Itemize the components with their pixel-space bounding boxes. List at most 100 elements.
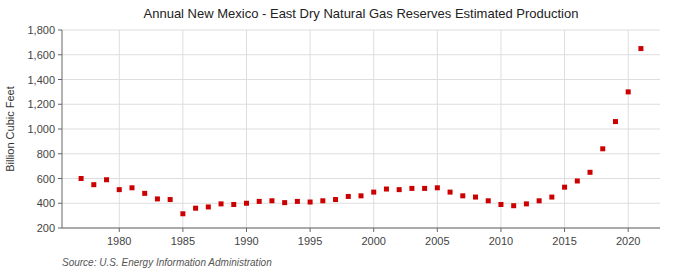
point bbox=[549, 195, 554, 200]
point bbox=[613, 119, 618, 124]
point bbox=[295, 199, 300, 204]
tick-label: 2005 bbox=[425, 235, 449, 247]
tick-mark bbox=[58, 129, 62, 130]
point bbox=[473, 195, 478, 200]
grid-line bbox=[246, 30, 247, 228]
tick-label: 1995 bbox=[298, 235, 322, 247]
grid-line bbox=[62, 79, 660, 80]
point bbox=[638, 46, 643, 51]
point bbox=[129, 185, 134, 190]
point bbox=[269, 198, 274, 203]
tick-mark bbox=[58, 104, 62, 105]
grid-line bbox=[62, 203, 660, 204]
grid-line bbox=[182, 30, 183, 228]
point bbox=[104, 177, 109, 182]
tick-mark bbox=[310, 228, 311, 232]
tick-label: 1985 bbox=[171, 235, 195, 247]
point bbox=[346, 194, 351, 199]
point bbox=[397, 187, 402, 192]
tick-label: 1,200 bbox=[27, 98, 55, 110]
tick-label: 1,400 bbox=[27, 74, 55, 86]
chart: 200 400 600 800 1,000 1,200 1,400 1,600 1,800 198… bbox=[0, 0, 675, 275]
point bbox=[537, 198, 542, 203]
point bbox=[320, 198, 325, 203]
point bbox=[244, 201, 249, 206]
tick-mark bbox=[58, 153, 62, 154]
point bbox=[460, 193, 465, 198]
point bbox=[575, 178, 580, 183]
grid-line bbox=[62, 153, 660, 154]
tick-label: 2020 bbox=[616, 235, 640, 247]
grid-line bbox=[62, 228, 660, 229]
point bbox=[219, 201, 224, 206]
y-axis-line bbox=[62, 30, 63, 228]
tick-mark bbox=[182, 228, 183, 232]
tick-label: 2000 bbox=[361, 235, 385, 247]
point bbox=[498, 202, 503, 207]
tick-label: 400 bbox=[37, 197, 55, 209]
tick-label: 1980 bbox=[107, 235, 131, 247]
axes: 200 400 600 800 1,000 1,200 1,400 1,600 1,800 198… bbox=[27, 24, 660, 247]
point bbox=[588, 170, 593, 175]
tick-label: 1,800 bbox=[27, 24, 55, 36]
point bbox=[333, 197, 338, 202]
point bbox=[155, 196, 160, 201]
grid-line bbox=[628, 30, 629, 228]
point bbox=[142, 191, 147, 196]
grid-line bbox=[62, 54, 660, 55]
point bbox=[600, 146, 605, 151]
point bbox=[562, 185, 567, 190]
tick-mark bbox=[58, 203, 62, 204]
point bbox=[486, 198, 491, 203]
point bbox=[422, 186, 427, 191]
point bbox=[359, 193, 364, 198]
point bbox=[117, 187, 122, 192]
tick-mark bbox=[58, 228, 62, 229]
grid-line bbox=[62, 104, 660, 105]
y-axis-label: Billion Cubic Feet bbox=[4, 86, 16, 172]
tick-mark bbox=[246, 228, 247, 232]
tick-mark bbox=[628, 228, 629, 232]
grid-line bbox=[119, 30, 120, 228]
point bbox=[524, 201, 529, 206]
tick-mark bbox=[437, 228, 438, 232]
point bbox=[91, 182, 96, 187]
tick-label: 1990 bbox=[234, 235, 258, 247]
tick-label: 1,000 bbox=[27, 123, 55, 135]
points bbox=[79, 46, 644, 216]
point bbox=[231, 202, 236, 207]
tick-mark bbox=[500, 228, 501, 232]
x-axis-line bbox=[62, 228, 660, 229]
point bbox=[257, 199, 262, 204]
grid-line bbox=[564, 30, 565, 228]
title: Annual New Mexico - East Dry Natural Gas… bbox=[144, 6, 579, 21]
point bbox=[409, 186, 414, 191]
tick-label: 1,600 bbox=[27, 49, 55, 61]
grid-line bbox=[62, 30, 660, 31]
tick-mark bbox=[58, 54, 62, 55]
tick-label: 800 bbox=[37, 148, 55, 160]
tick-mark bbox=[373, 228, 374, 232]
point bbox=[308, 200, 313, 205]
tick-label: 600 bbox=[37, 173, 55, 185]
grid-line bbox=[437, 30, 438, 228]
tick-label: 2015 bbox=[552, 235, 576, 247]
tick-mark bbox=[58, 30, 62, 31]
grid-line bbox=[310, 30, 311, 228]
grid-line bbox=[500, 30, 501, 228]
source-note: Source: U.S. Energy Information Administ… bbox=[62, 257, 272, 268]
grid-line bbox=[373, 30, 374, 228]
tick-mark bbox=[58, 178, 62, 179]
tick-mark bbox=[564, 228, 565, 232]
tick-mark bbox=[58, 79, 62, 80]
grid bbox=[62, 30, 660, 228]
point bbox=[435, 185, 440, 190]
point bbox=[511, 203, 516, 208]
tick-mark bbox=[119, 228, 120, 232]
grid-line bbox=[62, 129, 660, 130]
tick-label: 200 bbox=[37, 222, 55, 234]
point bbox=[168, 197, 173, 202]
point bbox=[448, 190, 453, 195]
point bbox=[282, 200, 287, 205]
point bbox=[371, 190, 376, 195]
